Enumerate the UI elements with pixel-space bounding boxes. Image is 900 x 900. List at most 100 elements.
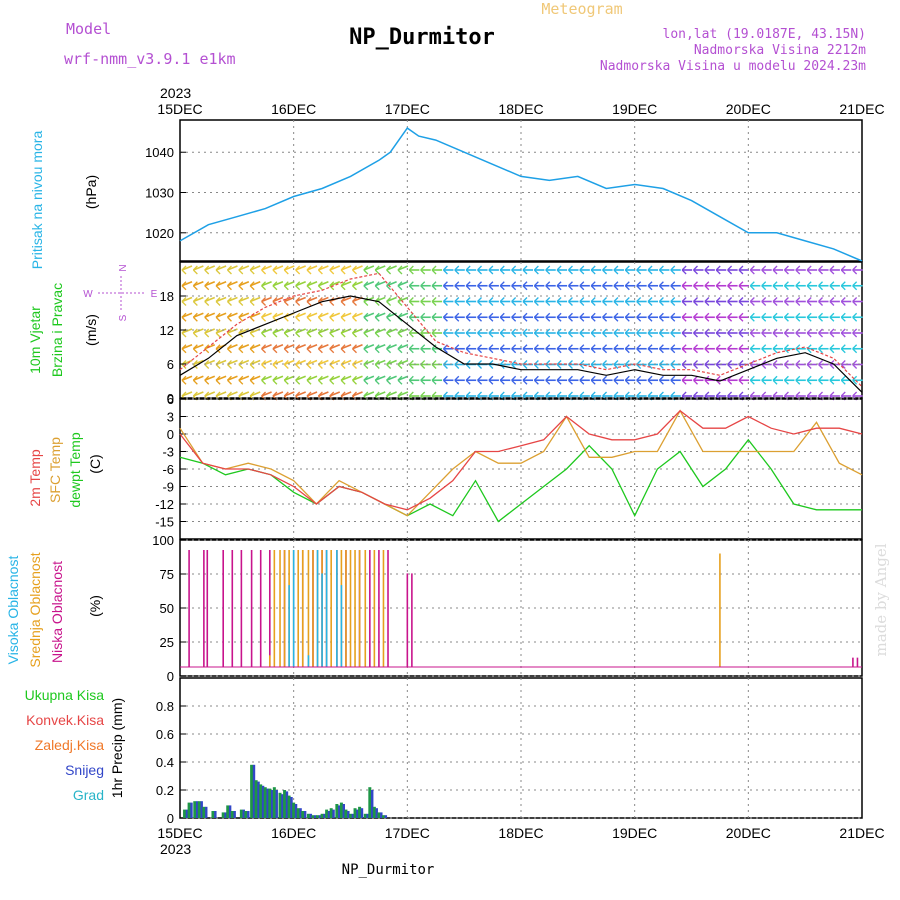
wind-barb: [192, 312, 198, 318]
wind-barb: [556, 312, 562, 318]
wind-barb: [783, 269, 789, 275]
wind-barb: [624, 332, 630, 338]
wind-barb: [624, 348, 630, 354]
wind-barb: [658, 297, 664, 302]
wind-barb: [533, 328, 539, 334]
precip-bar-snow: [318, 815, 322, 818]
wind-barb: [488, 379, 494, 385]
wind-barb: [238, 332, 244, 338]
wind-barb: [363, 265, 375, 271]
wind-barb: [283, 328, 289, 334]
wind-barb: [261, 332, 267, 338]
wind-barb: [477, 301, 482, 306]
wind-barb: [181, 379, 187, 385]
wind-barb: [204, 281, 216, 287]
wind-barb: [852, 281, 858, 287]
wind-barb: [363, 301, 369, 306]
wind-barb: [613, 265, 619, 271]
precip-bar-snow: [214, 811, 217, 818]
wind-barb: [556, 281, 562, 287]
wind-barb: [488, 312, 494, 318]
year-top: 2023: [160, 85, 191, 101]
wind-barb: [658, 316, 664, 322]
wind-barb: [374, 265, 386, 271]
wind-barb: [261, 265, 267, 271]
precip-panel: 0 0.2 0.4 0.6 0.8 Ukupna Kisa Konvek.Kisa Za…: [25, 677, 863, 826]
precip-bar-snow: [366, 813, 369, 818]
wind-barb: [283, 281, 289, 287]
precip-bar-total: [316, 815, 320, 818]
wind-barb: [352, 269, 357, 275]
wind-barb: [602, 301, 608, 306]
wind-barb: [181, 269, 187, 275]
wind-barb: [329, 379, 335, 385]
wind-barb: [738, 269, 744, 275]
top-date-label: 16DEC: [271, 101, 316, 117]
wind-barb: [397, 348, 403, 354]
wind-barb: [397, 265, 403, 271]
wind-barb: [272, 379, 278, 385]
wind-barb: [397, 344, 409, 350]
wind-barb: [488, 297, 494, 302]
wind-barb: [442, 328, 448, 334]
wind-barb: [568, 391, 573, 397]
wind-barb: [533, 301, 539, 306]
wind-barb: [249, 332, 255, 338]
wind-barb: [215, 332, 221, 338]
wind-barb: [624, 301, 630, 306]
wind-barb: [329, 344, 341, 350]
precip-bar-snow: [294, 804, 298, 818]
wind-barb: [602, 269, 608, 275]
precip-bar-snow: [347, 811, 350, 818]
wind-barb: [738, 344, 744, 350]
wind-barb: [317, 344, 323, 350]
wind-barb: [727, 265, 733, 271]
precip-label-freezing: Zaledj.Kisa: [35, 737, 104, 753]
wind-barb: [636, 312, 642, 318]
wind-barb: [272, 344, 278, 350]
wind-barb: [397, 301, 403, 306]
wind-barb: [272, 328, 284, 334]
wind-barb: [215, 344, 221, 350]
wind-barb: [624, 364, 630, 369]
wind-barb: [806, 391, 812, 397]
wind-barb: [693, 344, 698, 350]
wind-barb: [772, 297, 778, 302]
wind-barb: [681, 332, 687, 338]
precip-bar-total: [193, 801, 197, 818]
precip-label-snow: Snijeg: [65, 762, 104, 778]
wind-barb: [363, 348, 369, 354]
wind-barb: [613, 332, 619, 338]
wind-barb: [431, 332, 437, 338]
wind-barb: [408, 344, 414, 350]
wind-barb: [658, 344, 664, 350]
wind-barb: [227, 344, 232, 350]
wind-barb: [727, 316, 733, 322]
wind-barb: [556, 316, 562, 322]
y-tick-label: 6: [167, 357, 174, 372]
wind-barb: [670, 281, 676, 287]
wind-barb: [272, 285, 278, 291]
wind-barb: [329, 312, 335, 318]
wind-barb: [295, 375, 306, 381]
wind-barb: [499, 265, 505, 271]
wind-barb: [670, 316, 676, 322]
wind-barb: [181, 296, 193, 303]
wind-unit: (m/s): [83, 314, 99, 346]
wind-barb: [511, 328, 517, 334]
wind-barb: [715, 364, 721, 369]
wind-barb: [477, 332, 482, 338]
wind-barb: [829, 375, 835, 381]
wind-barb: [658, 391, 664, 397]
wind-barb: [386, 375, 397, 381]
precip-unit: 1hr Precip (mm): [109, 698, 125, 798]
wind-barb: [568, 301, 573, 306]
wind-barb: [511, 285, 517, 291]
wind-barb: [533, 332, 539, 338]
wind-barb: [590, 285, 596, 291]
wind-barb: [772, 281, 778, 287]
wind-barb: [511, 316, 517, 322]
wind-barb: [693, 281, 698, 287]
wind-barb: [727, 332, 733, 338]
wind-barb: [590, 332, 596, 338]
